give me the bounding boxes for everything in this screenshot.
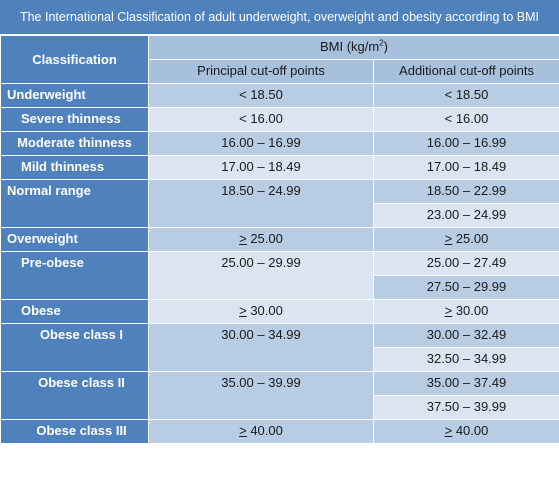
gte-symbol: > (239, 231, 247, 246)
gte-symbol: > (444, 303, 453, 318)
additional-cell: 18.50 – 22.99 (373, 179, 559, 204)
classification-header: Classification (0, 35, 149, 84)
additional-cell: 32.50 – 34.99 (373, 347, 559, 372)
row-label-normal-range: Normal range (0, 179, 149, 228)
principal-cell: < 16.00 (148, 107, 374, 132)
cell-value: 25.00 (246, 231, 283, 246)
principal-cell: 30.00 – 34.99 (148, 323, 374, 372)
principal-cell: > 30.00 (148, 299, 374, 324)
additional-cell: > 25.00 (373, 227, 559, 252)
additional-cell: 16.00 – 16.99 (373, 131, 559, 156)
gte-symbol: > (239, 423, 247, 438)
bmi-table: Classification BMI (kg/m2) Principal cut… (0, 35, 559, 444)
bmi-header-close: ) (383, 39, 389, 54)
bmi-header-text: BMI (kg/m (319, 39, 380, 54)
bmi-header: BMI (kg/m2) (148, 35, 559, 60)
additional-cell: > 30.00 (373, 299, 559, 324)
table-row: Severe thinness < 16.00 < 16.00 (0, 107, 559, 132)
principal-cell: 18.50 – 24.99 (148, 179, 374, 228)
row-label-pre-obese: Pre-obese (0, 251, 149, 300)
row-label-overweight: Overweight (0, 227, 149, 252)
table-row: Obese class II 35.00 – 39.99 35.00 – 37.… (0, 371, 559, 420)
table-row: Mild thinness 17.00 – 18.49 17.00 – 18.4… (0, 155, 559, 180)
table-row: Pre-obese 25.00 – 29.99 25.00 – 27.49 (0, 251, 559, 300)
additional-cell: 17.00 – 18.49 (373, 155, 559, 180)
bmi-header-sup: 2 (379, 38, 384, 48)
principal-cell: < 18.50 (148, 83, 374, 108)
row-label-obese-class-1: Obese class I (0, 323, 149, 372)
additional-header: Additional cut-off points (373, 59, 559, 84)
table-row: Overweight > 25.00 > 25.00 (0, 227, 559, 252)
table-row: 27.50 – 29.99 (1, 275, 559, 300)
header-row-2: Principal cut-off points Additional cut-… (1, 59, 559, 84)
table-row: Obese class III > 40.00 > 40.00 (0, 419, 559, 444)
principal-cell: > 40.00 (148, 419, 374, 444)
table-row: Obese > 30.00 > 30.00 (0, 299, 559, 324)
table-row: Normal range 18.50 – 24.99 18.50 – 22.99 (0, 179, 559, 228)
table-row: 37.50 – 39.99 (1, 395, 559, 420)
cell-value: 30.00 (452, 303, 489, 318)
principal-header: Principal cut-off points (148, 59, 374, 84)
principal-cell: 35.00 – 39.99 (148, 371, 374, 420)
principal-cell: 17.00 – 18.49 (148, 155, 374, 180)
principal-cell: 25.00 – 29.99 (148, 251, 374, 300)
cell-value: 40.00 (452, 423, 489, 438)
gte-symbol: > (239, 303, 247, 318)
row-label-obese-class-3: Obese class III (0, 419, 149, 444)
additional-cell: 23.00 – 24.99 (373, 203, 559, 228)
additional-cell: 35.00 – 37.49 (373, 371, 559, 396)
additional-cell: > 40.00 (373, 419, 559, 444)
row-label-obese: Obese (0, 299, 149, 324)
additional-cell: 25.00 – 27.49 (373, 251, 559, 276)
row-label-underweight: Underweight (0, 83, 149, 108)
cell-value: 40.00 (246, 423, 283, 438)
row-label-moderate-thinness: Moderate thinness (0, 131, 149, 156)
row-label-obese-class-2: Obese class II (0, 371, 149, 420)
additional-cell: < 18.50 (373, 83, 559, 108)
cell-value: 30.00 (246, 303, 283, 318)
additional-cell: 30.00 – 32.49 (373, 323, 559, 348)
table-row: Underweight < 18.50 < 18.50 (0, 83, 559, 108)
principal-cell: 16.00 – 16.99 (148, 131, 374, 156)
table-row: 23.00 – 24.99 (1, 203, 559, 228)
table-row: Moderate thinness 16.00 – 16.99 16.00 – … (0, 131, 559, 156)
header-row-1: Classification BMI (kg/m2) (0, 35, 559, 84)
table-row: Obese class I 30.00 – 34.99 30.00 – 32.4… (0, 323, 559, 372)
cell-value: 25.00 (452, 231, 489, 246)
table-title: The International Classification of adul… (0, 0, 559, 34)
row-label-severe-thinness: Severe thinness (0, 107, 149, 132)
additional-cell: 37.50 – 39.99 (373, 395, 559, 420)
additional-cell: < 16.00 (373, 107, 559, 132)
principal-cell: > 25.00 (148, 227, 374, 252)
gte-symbol: > (444, 423, 453, 438)
additional-cell: 27.50 – 29.99 (373, 275, 559, 300)
row-label-mild-thinness: Mild thinness (0, 155, 149, 180)
gte-symbol: > (444, 231, 453, 246)
